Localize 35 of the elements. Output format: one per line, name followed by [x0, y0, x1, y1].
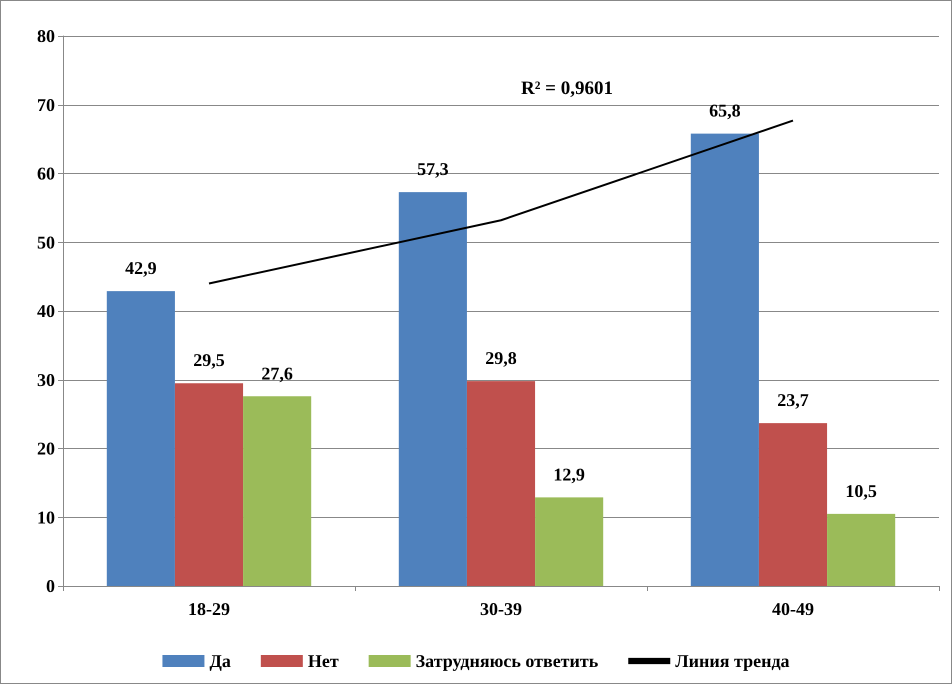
bar: [398, 192, 467, 586]
x-tick-label: 18-29: [188, 599, 230, 619]
data-label: 29,8: [485, 348, 517, 368]
data-label: 27,6: [261, 363, 293, 384]
y-tick-label: 60: [37, 164, 55, 184]
y-tick-label: 40: [37, 301, 55, 321]
x-tick-label: 40-49: [772, 599, 814, 619]
legend-label: Линия тренда: [675, 651, 790, 671]
y-tick-label: 20: [37, 438, 55, 458]
bar: [466, 381, 536, 586]
bar: [758, 423, 828, 586]
legend-label: Нет: [308, 651, 339, 671]
y-tick-label: 50: [37, 232, 55, 252]
y-tick-label: 10: [37, 507, 55, 528]
legend-label: Да: [209, 651, 231, 671]
annotation: R² = 0,9601: [521, 78, 613, 99]
bar: [106, 291, 175, 586]
x-tick-label: 30-39: [480, 599, 522, 619]
data-label: 42,9: [125, 258, 157, 278]
data-label: 23,7: [777, 390, 809, 410]
y-tick-label: 70: [37, 94, 55, 115]
bar: [174, 383, 244, 586]
data-label: 57,3: [417, 159, 449, 180]
legend-label: Затрудняюсь ответить: [416, 651, 599, 671]
data-label: 12,9: [553, 464, 585, 484]
y-tick-label: 30: [37, 370, 55, 390]
y-tick-label: 0: [46, 576, 55, 596]
bar: [827, 514, 896, 586]
bar: [243, 396, 312, 586]
bar: [690, 134, 759, 586]
data-label: 65,8: [709, 100, 741, 121]
y-tick-label: 80: [37, 26, 55, 46]
bar: [535, 497, 604, 586]
data-label: 10,5: [845, 480, 877, 501]
data-label: 29,5: [193, 350, 225, 370]
